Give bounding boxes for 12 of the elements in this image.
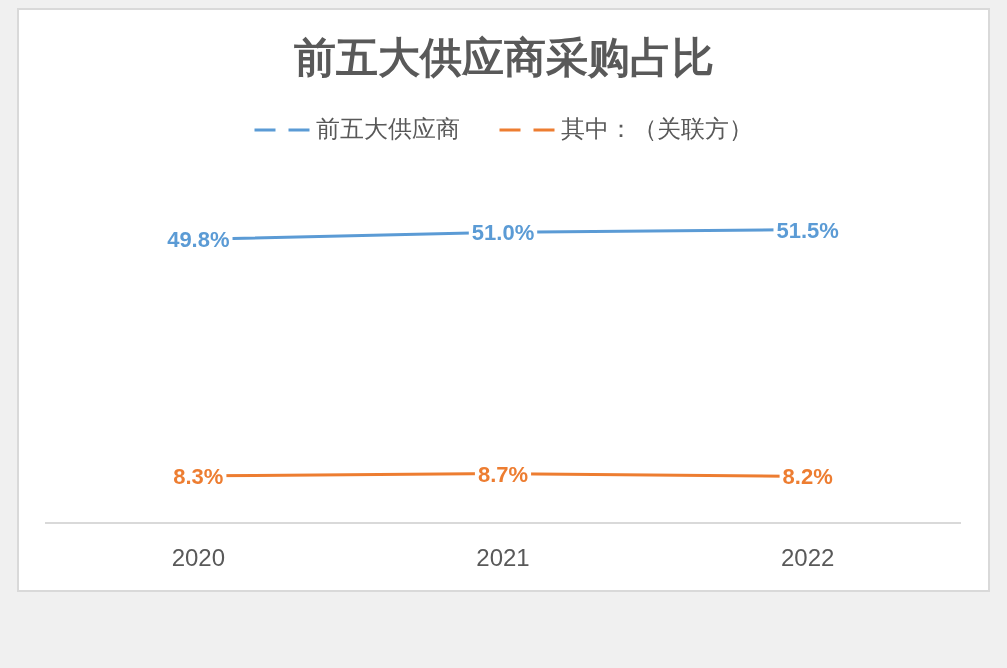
legend-label: 前五大供应商	[315, 114, 460, 142]
legend-label: 其中：（关联方）	[560, 114, 753, 142]
data-label: 49.8%	[167, 227, 230, 253]
data-label: 8.7%	[477, 461, 529, 487]
data-label: 8.3%	[173, 463, 224, 489]
data-label: 51.5%	[776, 217, 839, 243]
x-tick-label: 2021	[476, 544, 530, 572]
data-label: 8.2%	[782, 464, 833, 490]
chart-title: 前五大供应商采购占比	[293, 33, 714, 81]
x-tick-label: 2022	[780, 544, 835, 572]
data-label: 51.0%	[471, 220, 535, 246]
x-tick-label: 2020	[171, 544, 226, 572]
